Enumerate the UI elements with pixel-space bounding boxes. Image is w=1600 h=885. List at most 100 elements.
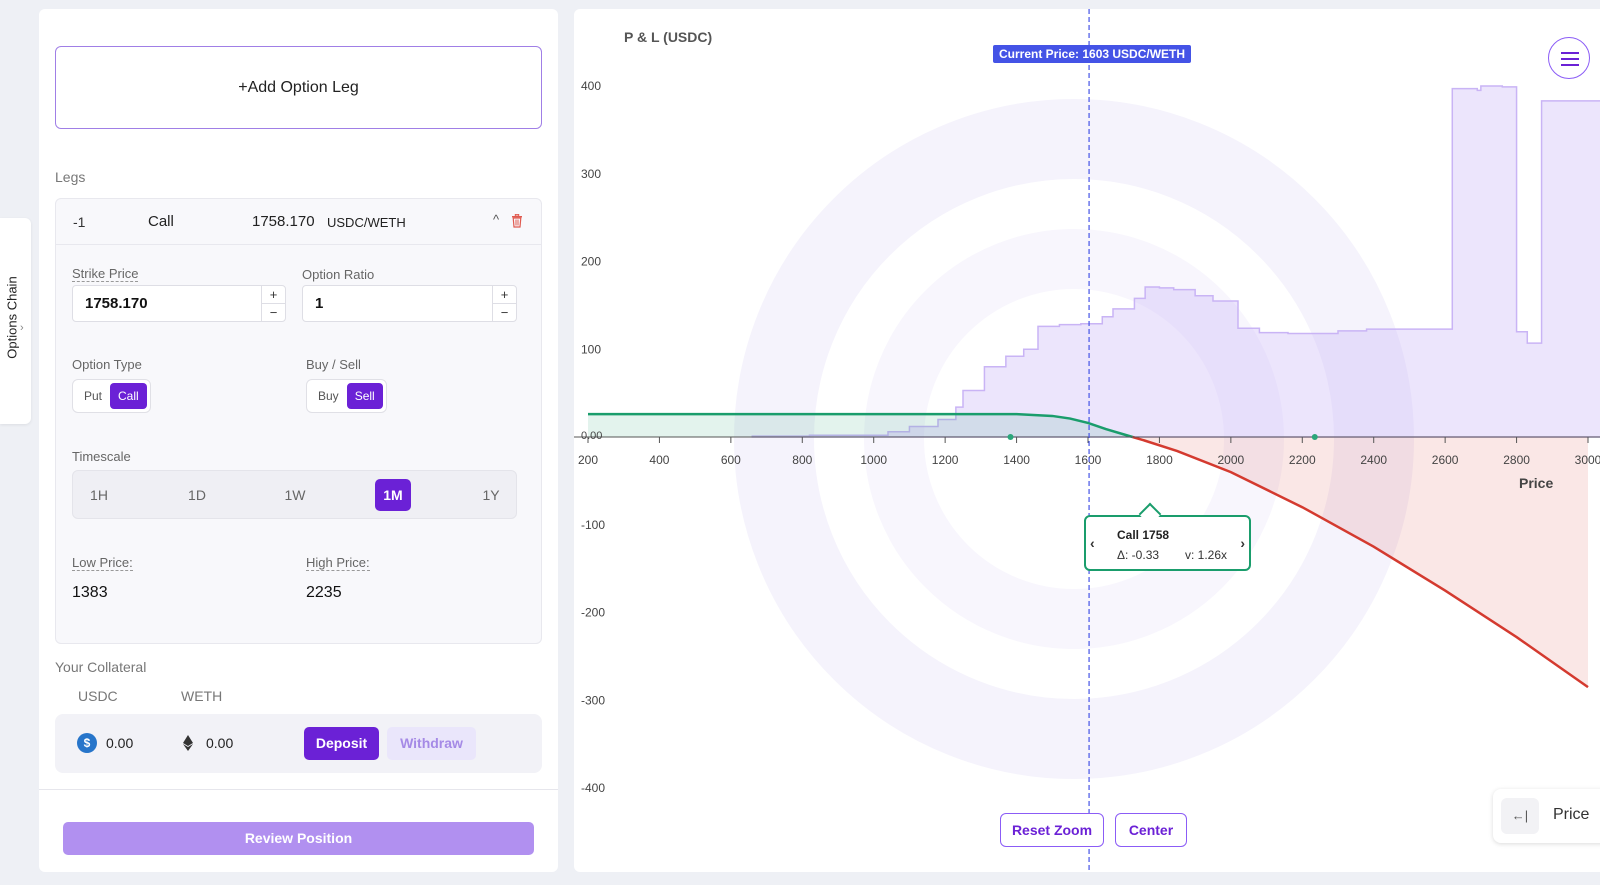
x-tick-label: 2200 [1289, 453, 1316, 467]
leg-quantity: -1 [73, 214, 86, 230]
tooltip-next-button[interactable]: › [1240, 535, 1245, 551]
tooltip-delta: Δ: -0.33 [1117, 548, 1160, 562]
option-ratio-label: Option Ratio [302, 267, 375, 282]
x-tick-label: 1800 [1146, 453, 1173, 467]
y-tick-label: 100 [581, 342, 601, 356]
x-tick-label: 1200 [932, 453, 959, 467]
weth-column-label: WETH [181, 688, 223, 704]
center-button[interactable]: Center [1115, 813, 1187, 847]
y-tick-label: 400 [581, 79, 601, 93]
option-type-toggle: Put Call [72, 379, 151, 413]
timescale-1h[interactable]: 1H [90, 487, 108, 503]
x-axis-label: Price [1519, 475, 1554, 491]
usdc-column-label: USDC [78, 688, 118, 704]
high-price-marker [1311, 434, 1318, 440]
ratio-decrement-button[interactable]: − [500, 304, 509, 320]
pnl-chart[interactable]: 200 400 600 800 1000 1200 1400 1600 1800 2000 2200… [574, 9, 1600, 872]
option-type-put[interactable]: Put [84, 389, 103, 403]
tooltip-prev-button[interactable]: ‹ [1090, 535, 1095, 551]
y-tick-label: -200 [581, 606, 605, 620]
low-price-marker [1007, 434, 1014, 440]
eth-icon [183, 735, 193, 751]
withdraw-button[interactable]: Withdraw [387, 727, 476, 760]
strike-increment-button[interactable]: + [262, 286, 285, 304]
leg-strike: 1758.170 [252, 213, 315, 230]
timescale-label: Timescale [72, 449, 131, 464]
hamburger-menu-icon[interactable] [1548, 37, 1590, 79]
deposit-button[interactable]: Deposit [304, 727, 379, 760]
side-sell[interactable]: Sell [346, 383, 383, 409]
options-chain-label: Options Chain [4, 276, 20, 359]
tooltip-title: Call 1758 [1117, 528, 1170, 542]
price-toggle-label: Price [1553, 806, 1590, 823]
x-tick-label: 2600 [1432, 453, 1459, 467]
x-tick-label: 2800 [1503, 453, 1530, 467]
y-tick-label: -400 [581, 781, 605, 795]
trash-icon[interactable] [511, 214, 523, 228]
strike-price-input[interactable]: 1758.170 + − [72, 285, 286, 322]
add-option-leg-button[interactable]: +Add Option Leg [55, 46, 542, 129]
high-price-label: High Price: [306, 555, 370, 571]
chevron-up-icon[interactable]: ^ [493, 212, 500, 227]
reset-zoom-button[interactable]: Reset Zoom [1000, 813, 1104, 847]
ratio-stepper: + − [492, 286, 516, 321]
timescale-1y[interactable]: 1Y [482, 487, 500, 503]
watermark-ring [864, 229, 1284, 649]
leg-type: Call [148, 213, 174, 230]
y-zero-label: 0.00 [581, 430, 602, 442]
current-price-label: Current Price: 1603 USDC/WETH [993, 45, 1192, 63]
price-axis-toggle[interactable]: ←| Price [1493, 789, 1600, 843]
legs-title: Legs [55, 169, 86, 185]
chart-title: P & L (USDC) [624, 29, 713, 45]
review-divider [39, 789, 558, 790]
collapse-arrow-icon: ←| [1501, 798, 1539, 834]
loss-area [1132, 437, 1588, 688]
leg-tooltip: ‹ Call 1758 Δ: -0.33 v: 1.26x › [1084, 502, 1251, 571]
pnl-line-loss [1132, 435, 1589, 689]
strike-price-value: 1758.170 [85, 295, 148, 312]
buy-sell-label: Buy / Sell [306, 357, 361, 372]
tooltip-vol: v: 1.26x [1185, 548, 1228, 562]
timescale-1d[interactable]: 1D [188, 487, 206, 503]
option-ratio-input[interactable]: 1 + − [302, 285, 517, 322]
timescale-selector: 1H 1D 1W 1M 1Y [72, 470, 517, 519]
option-leg-card: -1 Call 1758.170 USDC/WETH ^ Strike Pric… [55, 198, 542, 644]
x-tick-label: 800 [792, 453, 812, 467]
low-price-label: Low Price: [72, 555, 133, 571]
y-tick-label: -300 [581, 693, 605, 707]
y-tick-label: -100 [581, 518, 605, 532]
review-position-button[interactable]: Review Position [63, 822, 534, 855]
x-tick-label: 1400 [1003, 453, 1030, 467]
position-builder-panel: +Add Option Leg Legs -1 Call 1758.170 US… [39, 9, 558, 872]
weth-balance: 0.00 [206, 735, 234, 751]
x-tick-label: 600 [721, 453, 741, 467]
x-tick-label: 2400 [1360, 453, 1387, 467]
usdc-balance: 0.00 [106, 735, 134, 751]
x-tick-label: 400 [649, 453, 669, 467]
profit-area [588, 414, 1133, 437]
timescale-1w[interactable]: 1W [284, 487, 306, 503]
x-tick-label: 3000 [1575, 453, 1600, 467]
option-ratio-value: 1 [315, 295, 324, 312]
x-tick-label: 200 [578, 453, 598, 467]
option-type-label: Option Type [72, 357, 142, 372]
leg-header[interactable]: -1 Call 1758.170 USDC/WETH ^ [56, 199, 541, 245]
x-tick-label: 2000 [1218, 453, 1245, 467]
ratio-increment-button[interactable]: + [493, 286, 516, 304]
strike-stepper: + − [261, 286, 285, 321]
side-buy[interactable]: Buy [318, 389, 339, 403]
collateral-box: $ 0.00 0.00 Deposit Withdraw [55, 714, 542, 773]
option-type-call[interactable]: Call [110, 383, 147, 409]
pnl-chart-panel: 200 400 600 800 1000 1200 1400 1600 1800 2000 2200… [574, 9, 1600, 872]
timescale-1m[interactable]: 1M [375, 479, 411, 511]
buy-sell-toggle: Buy Sell [306, 379, 387, 413]
strike-decrement-button[interactable]: − [269, 304, 278, 320]
strike-price-label: Strike Price [72, 266, 139, 282]
low-price-value: 1383 [72, 584, 108, 601]
options-chain-tab[interactable]: Options Chain › [0, 218, 31, 424]
leg-pair: USDC/WETH [327, 215, 406, 230]
volume-histogram [751, 85, 1600, 438]
y-tick-label: 300 [581, 167, 601, 181]
chevron-right-icon: › [20, 322, 24, 334]
x-tick-label: 1600 [1075, 453, 1102, 467]
